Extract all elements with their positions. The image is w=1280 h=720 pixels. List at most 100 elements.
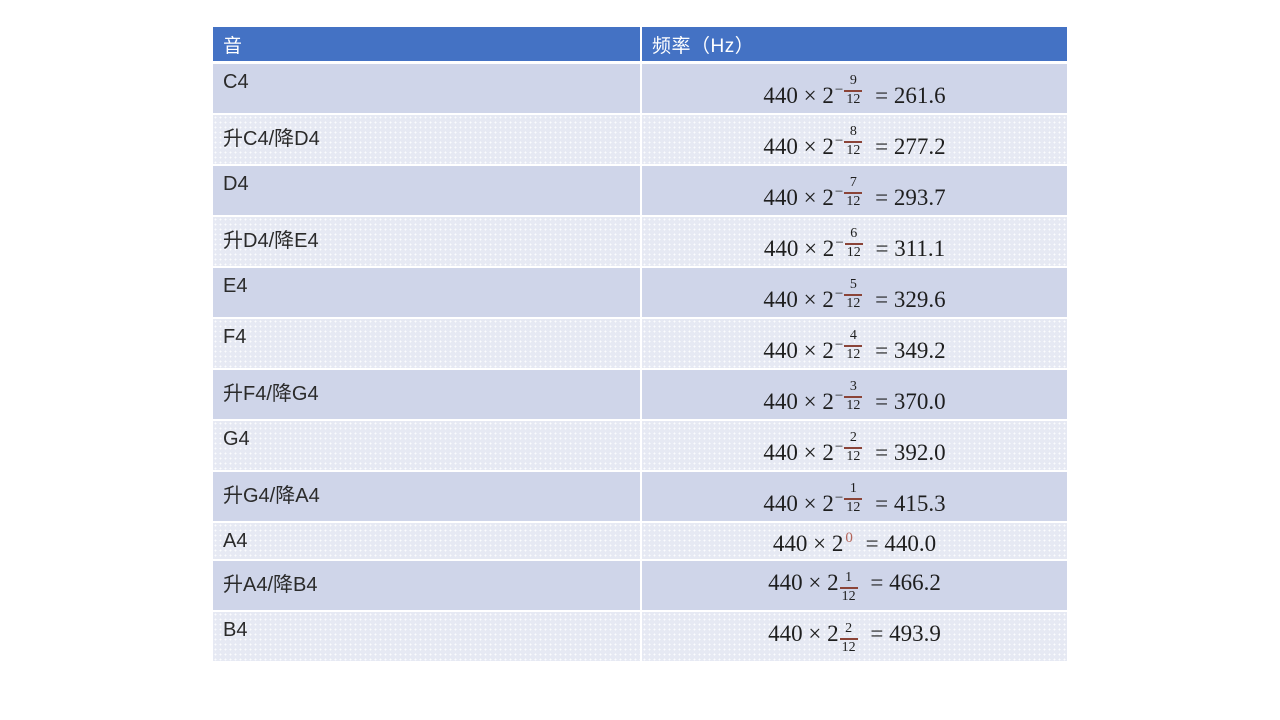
fraction-numerator: 8 [849,123,857,139]
formula-base: 440 × 2 [768,620,839,646]
note-label: B4 [223,619,248,641]
header-note-column: 音 [213,27,640,61]
note-cell: D4 [213,166,640,215]
note-label: G4 [223,428,250,450]
fraction-denominator: 12 [844,344,863,362]
frequency-formula: 440 × 2 − 8 12 = 277.2 [763,121,945,158]
fraction-denominator: 12 [844,242,863,260]
formula-base: 440 × 2 [763,133,834,159]
exponent-fraction: 2 12 [844,430,863,464]
formula-exponent: − 5 12 [835,277,863,311]
note-cell: E4 [213,268,640,317]
note-cell: A4 [213,523,640,559]
formula-base: 440 × 2 [772,531,844,556]
note-label: 升D4/降E4 [223,230,319,252]
frequency-formula: 440 × 2 − 3 12 = 370.0 [763,376,945,413]
frequency-formula: 440 × 2 − 5 12 = 329.6 [763,274,945,311]
formula-exponent: − 9 12 [834,72,863,107]
formula-base: 440 × 2 [768,569,839,595]
exponent-fraction: 1 12 [844,480,863,515]
table-row: 升F4/降G4 440 × 2 − 3 12 = 370.0 [213,370,1067,419]
fraction-denominator: 12 [839,637,858,655]
frequency-cell: 440 × 2 − 9 12 = 261.6 [642,64,1067,113]
formula-base: 440 × 2 [763,337,834,363]
frequency-cell: 440 × 2 − 1 12 = 415.3 [642,472,1067,521]
frequency-formula: 440 × 2 0 = 440.0 [772,527,937,556]
fraction-numerator: 1 [845,569,853,585]
formula-result: = 329.6 [875,286,946,312]
exponent-minus-sign: − [834,336,844,353]
formula-base: 440 × 2 [763,286,834,312]
fraction-denominator: 12 [844,140,863,158]
fraction-numerator: 1 [849,480,857,496]
note-label: F4 [223,326,247,348]
table-header-row: 音 频率（Hz） [213,27,1067,61]
fraction-numerator: 2 [845,620,853,636]
table-row: G4 440 × 2 − 2 12 = 392.0 [213,421,1067,470]
fraction-denominator: 12 [844,89,863,107]
frequency-cell: 440 × 2 − 8 12 = 277.2 [642,115,1067,164]
frequency-formula: 440 × 2 − 9 12 = 261.6 [763,70,945,107]
note-label: 升A4/降B4 [223,574,318,596]
frequency-cell: 440 × 2 − 6 12 = 311.1 [642,217,1067,266]
fraction-denominator: 12 [844,293,863,311]
frequency-cell: 440 × 2 0 = 440.0 [642,523,1067,559]
frequency-formula: 440 × 2 2 12 = 493.9 [768,618,941,655]
fraction-denominator: 12 [844,191,863,209]
exponent-minus-sign: − [834,438,844,455]
frequency-cell: 440 × 2 − 5 12 = 329.6 [642,268,1067,317]
formula-base: 440 × 2 [763,235,835,261]
formula-exponent: − 4 12 [834,328,863,362]
note-label: E4 [223,275,248,297]
exponent-minus-sign: − [834,81,844,98]
formula-result: = 277.2 [875,133,946,159]
table-row: 升C4/降D4 440 × 2 − 8 12 = 277.2 [213,115,1067,164]
formula-base: 440 × 2 [763,388,834,414]
note-cell: 升A4/降B4 [213,561,640,610]
note-label: 升C4/降D4 [223,128,320,150]
formula-exponent: − 2 12 [834,430,863,464]
formula-base: 440 × 2 [763,184,834,210]
formula-result: = 349.2 [875,337,946,363]
table-row: 升G4/降A4 440 × 2 − 1 12 = 415.3 [213,472,1067,521]
fraction-numerator: 9 [849,72,857,88]
header-frequency-column: 频率（Hz） [642,27,1067,61]
table-row: C4 440 × 2 − 9 12 = 261.6 [213,64,1067,113]
frequency-formula: 440 × 2 − 2 12 = 392.0 [763,427,945,464]
exponent-fraction: 3 12 [844,378,863,413]
table-row: B4 440 × 2 2 12 = 493.9 [213,612,1067,661]
frequency-cell: 440 × 2 − 2 12 = 392.0 [642,421,1067,470]
fraction-numerator: 3 [849,378,857,394]
formula-exponent: − 1 12 [835,480,863,515]
formula-base: 440 × 2 [763,490,834,516]
fraction-numerator: 7 [849,174,857,190]
formula-result: = 370.0 [875,388,946,414]
frequency-cell: 440 × 2 − 3 12 = 370.0 [642,370,1067,419]
exponent-fraction: 9 12 [844,72,863,107]
note-label: A4 [223,530,248,552]
formula-result: = 493.9 [870,620,941,646]
note-cell: G4 [213,421,640,470]
note-cell: B4 [213,612,640,661]
table-row: E4 440 × 2 − 5 12 = 329.6 [213,268,1067,317]
formula-result: = 440.0 [865,531,937,556]
exponent-fraction: 5 12 [844,277,863,311]
note-cell: 升G4/降A4 [213,472,640,521]
table-row: D4 440 × 2 − 7 12 = 293.7 [213,166,1067,215]
fraction-denominator: 12 [844,497,863,515]
formula-exponent: − 6 12 [835,226,863,260]
formula-exponent: 1 12 [839,569,858,604]
table-row: 升D4/降E4 440 × 2 − 6 12 = 311.1 [213,217,1067,266]
note-label: 升G4/降A4 [223,485,320,507]
formula-result: = 261.6 [875,82,946,108]
note-cell: C4 [213,64,640,113]
note-label: 升F4/降G4 [223,383,319,405]
frequency-cell: 440 × 2 − 7 12 = 293.7 [642,166,1067,215]
formula-exponent: − 8 12 [835,123,863,158]
formula-exponent: − 7 12 [835,174,863,209]
formula-result: = 392.0 [875,439,946,465]
frequency-formula: 440 × 2 1 12 = 466.2 [768,567,941,604]
exponent-minus-sign: − [835,234,844,251]
formula-base: 440 × 2 [763,82,834,108]
